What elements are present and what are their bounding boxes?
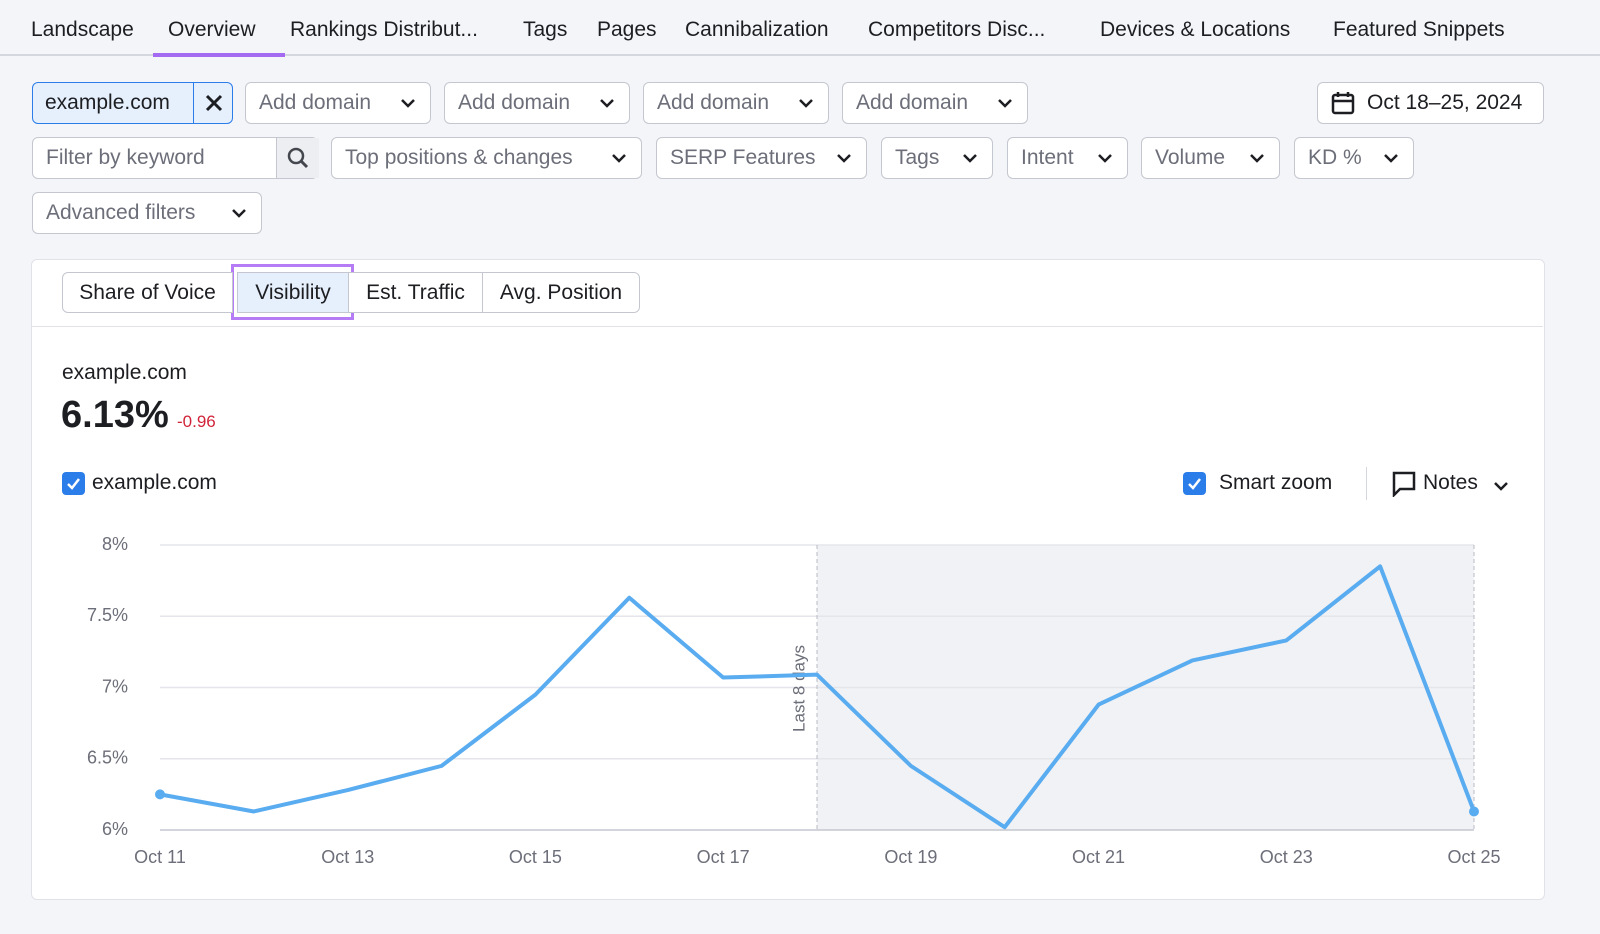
x-tick-label: Oct 21	[1072, 847, 1125, 867]
y-tick-label: 6%	[102, 819, 128, 839]
nav-tab-text: Devices & Locations	[1100, 18, 1291, 41]
nav-tab-text: Cannibalization	[685, 18, 829, 41]
metric-tab-text: Avg. Position	[499, 281, 623, 304]
x-tick-label: Oct 23	[1260, 847, 1313, 867]
filter-dropdown[interactable]: Top positions & changes	[331, 137, 642, 179]
keyword-filter[interactable]: Filter by keyword	[32, 137, 319, 179]
nav-tab[interactable]: Landscape	[31, 18, 134, 42]
filter-dropdown[interactable]: SERP Features	[656, 137, 867, 179]
search-button[interactable]	[276, 138, 319, 178]
metric-tab-text: Share of Voice	[79, 281, 216, 304]
add-domain[interactable]: Add domain	[842, 82, 1028, 124]
advanced-filters[interactable]: Advanced filters	[32, 192, 262, 234]
x-tick-label: Oct 11	[134, 847, 186, 867]
controls-divider	[1366, 467, 1367, 500]
add-domain[interactable]: Add domain	[444, 82, 630, 124]
filter-dropdown[interactable]: Intent	[1007, 137, 1128, 179]
nav-tab-text: Rankings Distribut...	[290, 18, 478, 41]
x-tick-label: Oct 13	[321, 847, 374, 867]
nav-tab-text: Competitors Disc...	[868, 18, 1046, 41]
nav-tab[interactable]: Devices & Locations	[1100, 18, 1290, 42]
notes-label: Notes	[1423, 471, 1478, 494]
x-tick-label: Oct 17	[697, 847, 750, 867]
keyword-placeholder: Filter by keyword	[46, 146, 205, 169]
legend-checkbox[interactable]	[62, 472, 85, 495]
date-text: Oct 18–25, 2024	[1367, 91, 1523, 114]
metric-tab[interactable]: Visibility	[237, 272, 349, 313]
nav-tab-text: Overview	[168, 18, 256, 41]
filter-dropdown[interactable]: KD %	[1294, 137, 1414, 179]
summary-domain: example.com	[62, 361, 187, 384]
date-picker[interactable]: Oct 18–25, 2024	[1317, 82, 1544, 124]
nav-tab[interactable]: Featured Snippets	[1333, 18, 1505, 42]
nav-tab[interactable]: Overview	[168, 18, 256, 42]
summary-change: -0.96	[177, 412, 216, 431]
add-domain[interactable]: Add domain	[245, 82, 431, 124]
add-domain-text: Add domain	[458, 91, 571, 114]
smart-zoom-label: Smart zoom	[1219, 471, 1333, 494]
annotation: Last 8 days	[789, 645, 808, 732]
add-domain-text: Add domain	[856, 91, 969, 114]
notes-button[interactable]: Notes	[1392, 470, 1512, 498]
nav-tab-text: Tags	[523, 18, 568, 41]
x-tick-label: Oct 19	[884, 847, 937, 867]
smart-zoom-checkbox[interactable]	[1183, 472, 1206, 495]
filter-dropdown-text: Tags	[895, 146, 940, 169]
filter-dropdown[interactable]: Volume	[1141, 137, 1280, 179]
y-tick-label: 7%	[102, 676, 128, 696]
add-domain-text: Add domain	[657, 91, 770, 114]
filter-dropdown[interactable]: Tags	[881, 137, 993, 179]
nav-tab[interactable]: Rankings Distribut...	[290, 18, 478, 42]
add-domain[interactable]: Add domain	[643, 82, 829, 124]
metric-tab[interactable]: Avg. Position	[482, 272, 640, 313]
y-tick-label: 7.5%	[87, 605, 128, 625]
metric-tab[interactable]: Est. Traffic	[348, 272, 483, 313]
remove-domain[interactable]	[193, 83, 234, 123]
nav-active-underline	[153, 53, 285, 57]
summary-value: 6.13%	[61, 394, 169, 436]
card-divider	[32, 326, 1543, 327]
nav-tab-text: Landscape	[31, 18, 134, 41]
nav-tab-text: Featured Snippets	[1333, 18, 1505, 41]
x-tick-label: Oct 15	[509, 847, 562, 867]
advanced-text: Advanced filters	[46, 201, 196, 224]
metric-tab[interactable]: Share of Voice	[62, 272, 233, 313]
nav-tab-text: Pages	[597, 18, 657, 41]
line-series	[159, 564, 1476, 830]
legend-label: example.com	[92, 471, 217, 494]
domain-chip[interactable]: example.com	[32, 82, 233, 124]
domain-text: example.com	[45, 91, 170, 114]
filter-dropdown-text: Top positions & changes	[345, 146, 573, 169]
nav-tab[interactable]: Pages	[597, 18, 657, 42]
nav-divider	[0, 54, 1600, 56]
nav-tab[interactable]: Tags	[523, 18, 567, 42]
end-point	[1469, 806, 1479, 817]
nav-tab[interactable]: Competitors Disc...	[868, 18, 1045, 42]
end-point	[155, 789, 165, 800]
y-tick-label: 8%	[102, 534, 128, 554]
x-tick-label: Oct 25	[1447, 847, 1500, 867]
metric-tab-text: Visibility	[255, 281, 331, 304]
filter-dropdown-text: KD %	[1308, 146, 1362, 169]
filter-dropdown-text: Volume	[1155, 146, 1226, 169]
nav-tab[interactable]: Cannibalization	[685, 18, 829, 42]
filter-dropdown-text: Intent	[1021, 146, 1074, 169]
add-domain-text: Add domain	[259, 91, 372, 114]
y-tick-label: 6.5%	[87, 748, 128, 768]
filter-dropdown-text: SERP Features	[670, 146, 816, 169]
metric-tab-text: Est. Traffic	[366, 281, 465, 304]
